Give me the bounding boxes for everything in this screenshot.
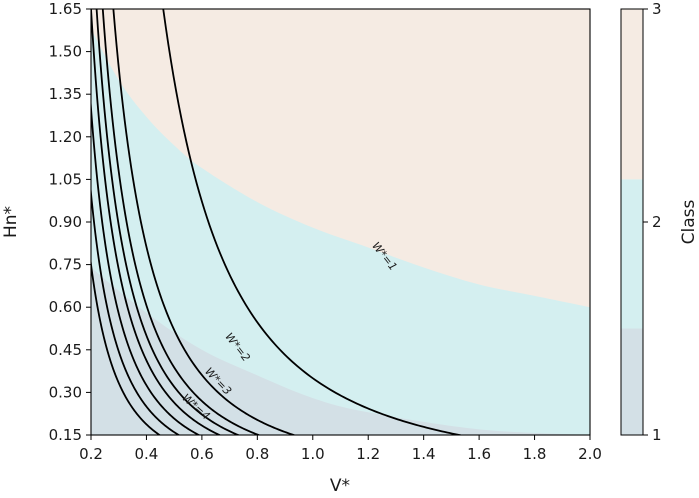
y-tick-label: 0.30 [49,383,82,401]
colorbar-class-1 [621,328,643,435]
y-tick-label: 1.50 [49,43,82,61]
contour-line [91,95,201,435]
contour-line [91,9,222,435]
y-axis-ticks: 0.15 0.30 0.45 0.60 0.75 0.90 1.05 1.20 1.35 1.50… [49,0,91,444]
contour-line [162,9,464,435]
y-tick-label: 1.65 [49,0,82,18]
class-3-region [91,9,590,308]
colorbar-class-2 [621,179,643,329]
x-tick-label: 1.4 [412,445,436,463]
contour-line [112,9,297,435]
x-tick-label: 1.2 [356,445,380,463]
y-tick-label: 1.05 [49,170,82,188]
colorbar-tick-label: 1 [652,426,662,444]
y-tick-label: 0.90 [49,213,82,231]
y-tick-label: 1.20 [49,128,82,146]
contour-line [95,9,241,435]
colorbar-label: Class [679,199,699,244]
x-axis-ticks: 0.2 0.4 0.6 0.8 1.0 1.2 1.4 1.6 1.8 2.0 [79,435,602,463]
x-tick-label: 0.8 [245,445,269,463]
colorbar-tick-label: 3 [652,0,662,18]
x-tick-label: 0.6 [190,445,214,463]
contour-line [101,9,262,435]
y-tick-label: 0.45 [49,341,82,359]
colorbar: 1 2 3 [620,0,662,444]
colorbar-tick-label: 2 [652,213,662,231]
x-tick-label: 0.4 [135,445,159,463]
y-tick-label: 0.15 [49,426,82,444]
contour-line [91,184,181,435]
class-1-region [91,267,590,435]
x-tick-label: 2.0 [578,445,602,463]
x-tick-label: 1.6 [467,445,491,463]
y-tick-label: 0.60 [49,298,82,316]
x-axis-label: V* [330,476,350,496]
y-tick-label: 0.75 [49,256,82,274]
x-tick-label: 1.0 [301,445,325,463]
colorbar-class-3 [621,9,643,180]
y-tick-label: 1.35 [49,85,82,103]
x-tick-label: 1.8 [523,445,547,463]
class-regions [91,9,590,435]
y-axis-label: Hn* [1,206,21,238]
x-tick-label: 0.2 [79,445,103,463]
